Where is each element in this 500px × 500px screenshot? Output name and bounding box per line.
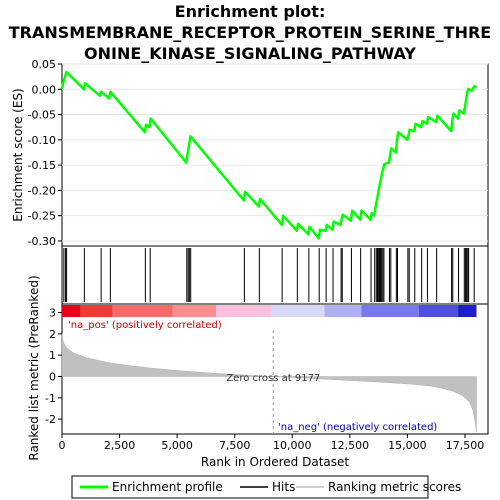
es-y-tick-label: -0.10 — [28, 134, 56, 147]
color-bar-segment — [361, 305, 419, 317]
ranking-metric-area — [61, 333, 477, 432]
color-bar-segment — [172, 305, 217, 317]
rank-y-tick-label: 1 — [49, 349, 56, 362]
rank-y-tick-label: -2 — [45, 413, 56, 426]
x-tick-label: 10,000 — [273, 439, 312, 452]
color-bar-segment — [80, 305, 113, 317]
x-tick-label: 5,000 — [161, 439, 193, 452]
ranking-metric-series — [61, 333, 477, 432]
es-panel-frame — [61, 63, 489, 247]
es-y-tick-label: -0.25 — [28, 210, 56, 223]
rank-y-axis-label: Ranked list metric (PreRanked) — [27, 275, 41, 460]
enrichment-profile-series — [60, 70, 478, 240]
color-bar-segment — [324, 305, 362, 317]
x-tick-label: 7,500 — [219, 439, 251, 452]
color-bar-segment — [216, 305, 272, 317]
legend-enrichment-label: Enrichment profile — [112, 480, 223, 494]
hits-panel-frame — [61, 245, 489, 305]
es-y-tick-label: 0.05 — [32, 58, 57, 71]
x-tick-label: 15,000 — [388, 439, 427, 452]
color-bar-segment — [271, 305, 325, 317]
es-y-tick-label: -0.30 — [28, 235, 56, 248]
rank-y-axis-ticks: 3 2 1 0 -1 -2 — [45, 307, 62, 426]
negative-correlation-label: 'na_neg' (negatively correlated) — [278, 422, 437, 433]
rank-y-tick-label: 3 — [49, 307, 56, 320]
x-tick-label: 12,500 — [331, 439, 370, 452]
x-axis-label: Rank in Ordered Dataset — [201, 455, 349, 469]
chart-title-line-2: TRANSMEMBRANE_RECEPTOR_PROTEIN_SERINE_TH… — [9, 23, 491, 42]
hit-markers — [63, 248, 475, 302]
es-y-tick-label: -0.05 — [28, 109, 56, 122]
rank-color-bar — [62, 305, 477, 317]
zero-cross-label: Zero cross at 9177 — [226, 373, 320, 384]
x-tick-label: 0 — [59, 439, 66, 452]
legend-ranking-label: Ranking metric scores — [328, 480, 461, 494]
es-y-axis-ticks: 0.05 0.00 -0.05 -0.10 -0.15 -0.20 -0.25 -0.30 — [28, 58, 62, 248]
color-bar-segment — [62, 305, 81, 317]
chart-title-line-1: Enrichment plot: — [175, 2, 326, 21]
enrichment-profile-line — [60, 70, 478, 240]
es-gridlines — [62, 63, 488, 242]
color-bar-segment — [458, 305, 477, 317]
rank-y-tick-label: 0 — [49, 370, 56, 383]
color-bar-segment — [112, 305, 173, 317]
color-bar-segment — [418, 305, 459, 317]
es-y-tick-label: -0.15 — [28, 159, 56, 172]
es-y-axis-label: Enrichment score (ES) — [11, 88, 25, 221]
legend-hits-label: Hits — [272, 480, 295, 494]
es-y-tick-label: -0.20 — [28, 184, 56, 197]
positive-correlation-label: 'na_pos' (positively correlated) — [68, 320, 222, 331]
chart-title-line-3: ONINE_KINASE_SIGNALING_PATHWAY — [84, 44, 416, 63]
rank-y-tick-label: -1 — [45, 392, 56, 405]
es-y-tick-label: 0.00 — [32, 83, 57, 96]
x-tick-label: 17,500 — [446, 439, 485, 452]
x-axis-ticks: 0 2,500 5,000 7,500 10,000 12,500 15,000 17,500 — [59, 434, 485, 452]
rank-y-tick-label: 2 — [49, 328, 56, 341]
x-tick-label: 2,500 — [104, 439, 136, 452]
